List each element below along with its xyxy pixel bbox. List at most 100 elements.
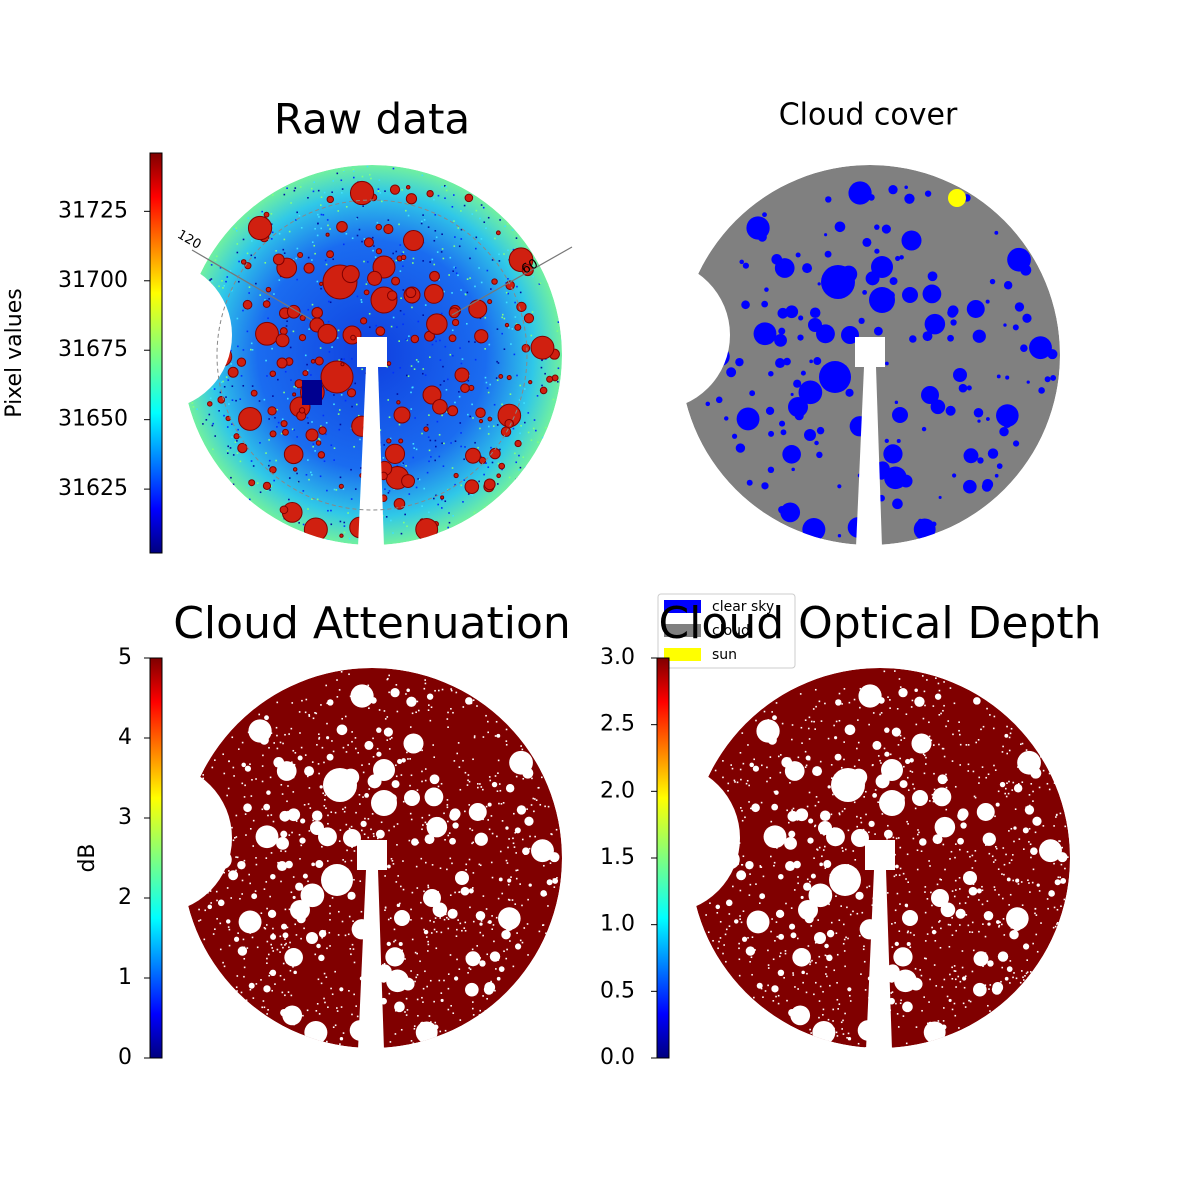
speckle (439, 359, 442, 361)
speckle (249, 988, 252, 991)
speckle (308, 714, 310, 716)
speckle (1011, 854, 1014, 856)
speckle (486, 387, 489, 389)
speckle (429, 261, 431, 263)
speckle (478, 267, 480, 269)
blob (752, 765, 760, 772)
speckle (408, 335, 410, 338)
speckle (843, 950, 846, 952)
speckle (233, 227, 236, 230)
speckle (468, 780, 471, 783)
speckle (494, 775, 497, 777)
speckle (822, 849, 825, 851)
speckle (1034, 912, 1036, 915)
speckle (538, 930, 541, 933)
speckle (287, 991, 290, 993)
blob (932, 787, 952, 807)
speckle (1064, 867, 1066, 870)
speckle (236, 317, 239, 320)
blob (350, 684, 374, 708)
speckle (1054, 925, 1057, 928)
speckle (471, 948, 474, 951)
speckle (415, 865, 418, 868)
blob (921, 386, 939, 404)
speckle (972, 883, 975, 885)
blob (326, 736, 330, 740)
speckle (1034, 908, 1037, 910)
blob (847, 1037, 852, 1041)
blob (764, 287, 769, 292)
speckle (484, 506, 487, 508)
blob (464, 479, 480, 495)
speckle (314, 227, 316, 230)
blob (449, 837, 456, 845)
speckle (719, 920, 722, 923)
speckle (958, 729, 960, 732)
speckle (534, 798, 536, 800)
speckle (308, 478, 310, 481)
speckle (324, 798, 326, 801)
speckle (521, 904, 523, 907)
speckle (205, 419, 208, 421)
speckle (348, 827, 351, 830)
speckle (289, 941, 291, 944)
speckle (848, 701, 851, 704)
speckle (209, 890, 212, 892)
blob (398, 438, 404, 444)
speckle (707, 931, 710, 934)
speckle (939, 946, 942, 949)
speckle (400, 297, 402, 300)
speckle (474, 358, 477, 361)
blob (973, 407, 984, 418)
speckle (495, 720, 498, 723)
speckle (717, 947, 719, 950)
speckle (320, 227, 322, 230)
blob (837, 484, 842, 489)
speckle (849, 913, 852, 916)
speckle (422, 368, 425, 370)
speckle (891, 946, 894, 948)
speckle (318, 437, 320, 440)
blob (884, 727, 890, 733)
speckle (272, 927, 274, 930)
speckle (931, 904, 933, 907)
speckle (932, 705, 935, 707)
speckle (238, 280, 240, 283)
blob (468, 299, 488, 319)
blob (824, 943, 829, 949)
speckle (310, 471, 312, 474)
speckle (812, 708, 815, 710)
blob (950, 319, 957, 326)
blob (393, 498, 406, 510)
blob (924, 190, 932, 197)
speckle (358, 794, 361, 796)
speckle (1023, 848, 1025, 850)
speckle (1012, 976, 1014, 979)
speckle (978, 930, 980, 933)
speckle (328, 931, 331, 934)
speckle (420, 857, 423, 860)
blob (474, 329, 489, 344)
speckle (433, 756, 436, 758)
speckle (420, 917, 423, 920)
blob (304, 1020, 328, 1044)
speckle (526, 923, 529, 925)
speckle (527, 898, 529, 901)
speckle (416, 952, 418, 955)
blob (841, 326, 859, 344)
speckle (919, 969, 922, 971)
speckle (433, 263, 436, 266)
speckle (364, 817, 366, 820)
speckle (480, 786, 483, 788)
speckle (1053, 782, 1056, 784)
blob (319, 785, 323, 789)
speckle (491, 876, 494, 879)
speckle (323, 460, 326, 463)
speckle (860, 821, 863, 824)
blob (976, 888, 982, 894)
speckle (549, 862, 552, 864)
blob (775, 909, 785, 919)
legend-label: clear sky (712, 599, 774, 615)
blob (1054, 879, 1061, 886)
speckle (355, 811, 357, 814)
